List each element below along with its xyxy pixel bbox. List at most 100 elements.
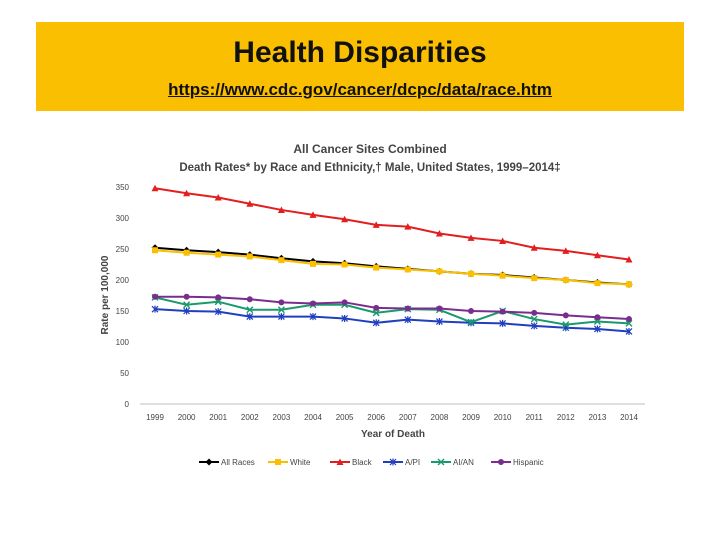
data-point [309,211,317,218]
y-axis: 0 50 100 150 200 250 300 350 [116,183,645,409]
data-point [214,298,222,306]
data-point [593,251,601,259]
data-point [183,307,191,315]
x-tick-label: 2001 [209,413,227,422]
data-point [152,247,158,254]
x-tick-label: 2011 [526,413,544,422]
x-tick-label: 2012 [557,413,575,422]
data-point [530,322,538,330]
data-point [214,194,222,201]
series-white [152,247,632,288]
x-tick-label: 2014 [620,413,638,422]
data-point [404,223,412,230]
y-tick-label: 300 [116,214,130,223]
data-point [594,280,601,287]
data-point [214,308,222,316]
data-point [467,234,475,241]
data-point [404,316,412,324]
data-point [499,319,507,327]
series-lines [151,184,633,335]
data-point [341,299,348,306]
data-point [152,293,158,300]
y-tick-label: 100 [116,338,130,347]
data-point [336,458,344,465]
data-point [626,281,632,288]
data-point [467,318,475,326]
data-point [310,300,316,307]
x-axis: 1999 2000 2001 2002 2003 2004 2005 2006 2007 2008… [146,413,638,422]
x-tick-label: 2003 [273,413,291,422]
data-point [183,301,191,309]
legend-item-all-races: All Races [199,458,255,467]
x-tick-label: 2013 [589,413,607,422]
data-point [373,304,380,311]
data-point [215,294,222,301]
legend: All Races White Black A/PI AI/AN Hispanic [199,458,544,467]
legend-item-hispanic: Hispanic [491,458,544,467]
x-tick-label: 2010 [494,413,512,422]
legend-label: AI/AN [453,458,474,467]
data-point [626,316,632,323]
data-point [372,309,380,317]
data-point [562,312,569,319]
legend-label: Black [352,458,373,467]
series-black [151,184,633,263]
data-point [278,299,285,306]
data-point [389,458,397,466]
legend-item-white: White [268,458,311,467]
x-tick-label: 2002 [241,413,259,422]
y-tick-label: 50 [120,369,129,378]
data-point [246,306,254,314]
x-tick-label: 2005 [336,413,354,422]
series-line [154,308,630,333]
data-point [436,268,443,275]
data-point [404,266,411,273]
data-point [404,305,411,312]
data-point [499,237,507,244]
data-point [246,296,253,303]
data-point [215,251,222,258]
data-point [562,247,570,254]
data-point [310,260,316,267]
legend-label: A/PI [405,458,420,467]
data-point [373,264,380,271]
x-tick-label: 2000 [178,413,196,422]
data-point [531,275,538,282]
slide-title: Health Disparities [233,36,487,69]
data-point [277,313,285,321]
data-point [562,277,569,283]
data-point [468,308,474,314]
data-point [275,459,281,465]
series-line [154,249,630,286]
data-point [183,189,191,197]
data-point [435,318,443,326]
data-point [183,293,190,300]
data-point [309,313,317,321]
x-tick-label: 2004 [304,413,322,422]
series-a-pi [151,305,633,335]
data-point [151,184,159,192]
data-point [625,327,633,335]
data-point [151,305,159,313]
series-line [154,187,630,261]
data-point [468,270,474,277]
data-point [499,308,506,315]
legend-label: All Races [221,458,255,467]
x-axis-label: Year of Death [361,429,425,440]
legend-label: Hispanic [513,458,544,467]
data-point [341,215,349,223]
data-point [625,256,633,263]
y-tick-label: 250 [116,245,130,254]
x-tick-label: 2006 [367,413,385,422]
data-point [531,309,538,316]
legend-item-black: Black [330,458,373,467]
source-link[interactable]: https://www.cdc.gov/cancer/dcpc/data/rac… [168,80,552,99]
data-point [593,325,601,333]
data-point [499,272,506,279]
data-point [625,319,633,327]
title-banner: Health Disparities https://www.cdc.gov/c… [36,22,684,111]
data-point [246,253,253,260]
data-point [277,306,285,314]
y-tick-label: 150 [116,307,130,316]
x-tick-label: 2008 [431,413,449,422]
